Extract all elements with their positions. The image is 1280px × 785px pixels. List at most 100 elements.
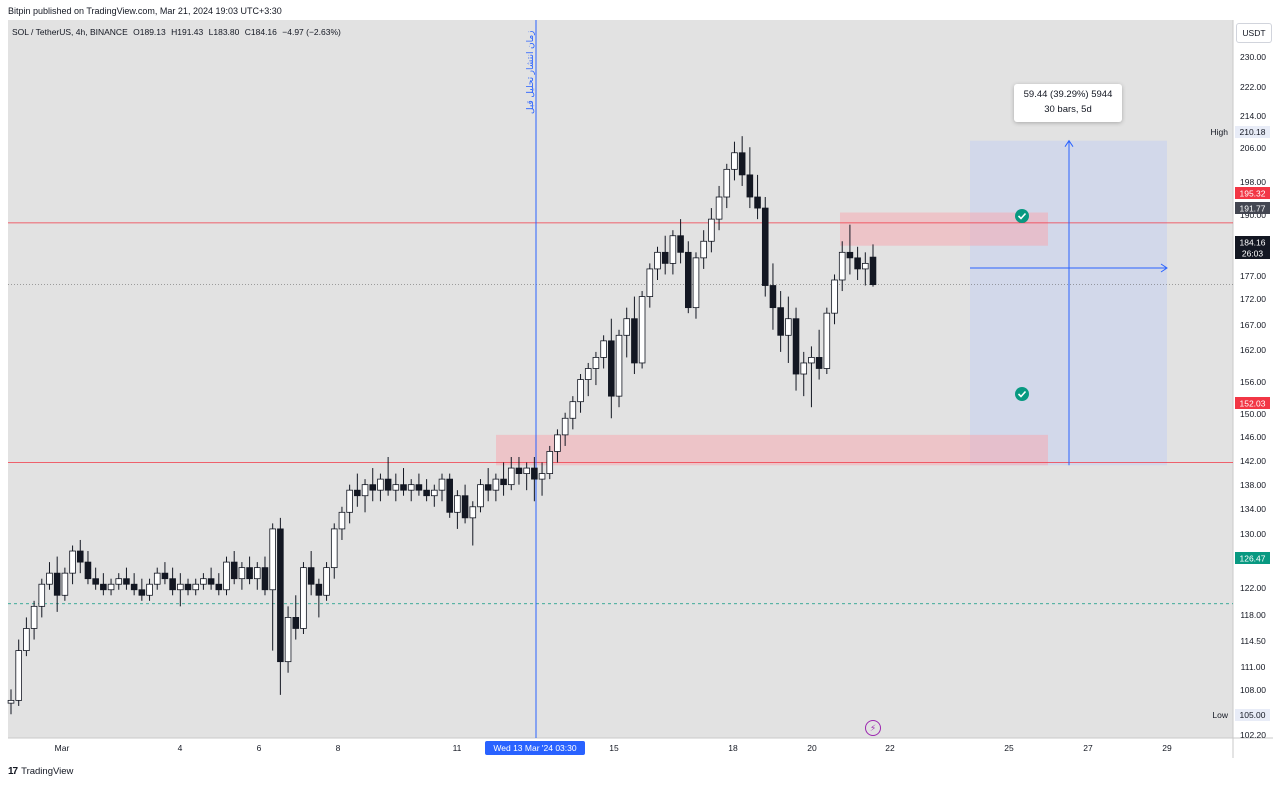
candle-body — [315, 583, 323, 596]
candle-body — [838, 251, 846, 281]
candle-body — [177, 583, 184, 591]
candle-body — [507, 467, 515, 486]
price-tag — [1235, 247, 1270, 259]
candle-body — [146, 583, 153, 596]
candle-body — [46, 572, 53, 585]
candle-body — [808, 357, 815, 364]
measure-arrow-head-right — [1160, 263, 1168, 273]
candle-body — [369, 484, 377, 491]
candle-body — [130, 583, 138, 591]
candle-body — [138, 589, 146, 596]
candle-body — [169, 578, 176, 591]
candle-body — [777, 307, 784, 336]
price-tag — [1235, 397, 1270, 409]
candle-body — [361, 484, 369, 497]
price-tick-label: 146.00 — [1240, 432, 1266, 442]
low-value: 105.00 — [1240, 710, 1266, 720]
candle-body — [223, 561, 230, 591]
candle-body — [346, 489, 353, 513]
time-tick-label: 6 — [257, 743, 262, 753]
candle-body — [708, 218, 715, 242]
candle-body — [723, 168, 731, 198]
candle-body — [608, 340, 615, 397]
candle-body — [731, 152, 738, 170]
time-cursor-chip: Wed 13 Mar '24 03:30 — [485, 741, 585, 755]
ohlc-close: C184.16 — [244, 27, 277, 37]
candle-body — [92, 578, 99, 585]
price-tick-label: 118.00 — [1240, 610, 1266, 620]
measure-line-1: 59.44 (39.29%) 5944 — [1023, 89, 1113, 100]
candle-body — [23, 628, 30, 652]
price-tick-label: 222.00 — [1240, 82, 1266, 92]
candle-body — [153, 572, 161, 585]
candle-body — [831, 279, 838, 314]
lightning-icon[interactable]: ⚡ — [865, 720, 881, 736]
candle-body — [738, 152, 746, 176]
candle-body — [600, 340, 607, 358]
candle-body — [230, 561, 238, 580]
measure-tooltip: 59.44 (39.29%) 5944 30 bars, 5d — [1014, 84, 1122, 122]
candle-body — [484, 484, 492, 491]
price-tick-label: 156.00 — [1240, 377, 1266, 387]
candle-body — [107, 583, 115, 591]
price-tick-label: 122.00 — [1240, 583, 1266, 593]
candle-body — [538, 473, 546, 480]
candle-body — [515, 467, 523, 474]
check-icon — [1015, 209, 1029, 223]
candle-body — [862, 262, 869, 270]
candle-body — [561, 417, 569, 436]
symbol-title[interactable]: SOL / TetherUS, 4h, BINANCE — [12, 27, 128, 37]
ohlc-low: L183.80 — [208, 27, 240, 37]
candle-body — [269, 528, 276, 591]
candle-body — [84, 561, 92, 580]
price-tag-text: 195.32 — [1240, 189, 1266, 199]
candle-body — [677, 235, 684, 253]
candle-body — [392, 484, 400, 491]
time-axis-pane[interactable] — [8, 738, 1273, 758]
candle-body — [638, 296, 646, 364]
time-tick-label: 8 — [336, 743, 341, 753]
candle-body — [646, 268, 654, 297]
candle-body — [292, 617, 300, 629]
ohlc-open: O189.13 — [133, 27, 166, 37]
candle-body — [669, 235, 677, 264]
candle-body — [423, 489, 430, 497]
price-tag-text: 184.16 — [1240, 238, 1266, 248]
price-axis-pane[interactable] — [1233, 20, 1273, 738]
check-icon-mark — [1017, 390, 1027, 398]
time-tick-label: 20 — [807, 743, 817, 753]
resistance-zone[interactable] — [840, 212, 1048, 246]
price-tag — [1235, 202, 1270, 214]
candle-body — [400, 484, 407, 491]
price-tick-label: 142.00 — [1240, 456, 1266, 466]
price-tick-label: 134.00 — [1240, 504, 1266, 514]
candle-body — [769, 285, 777, 309]
candle-body — [754, 196, 761, 209]
time-tick-label: 29 — [1162, 743, 1172, 753]
candle-body — [661, 251, 669, 264]
support-zone[interactable] — [496, 434, 1048, 466]
tradingview-logo[interactable]: 17 TradingView — [8, 766, 73, 777]
price-tick-label: 111.00 — [1241, 662, 1266, 672]
candle-body — [161, 572, 169, 580]
currency-button[interactable]: USDT — [1236, 23, 1272, 43]
candle-body — [615, 334, 623, 397]
candle-body — [215, 583, 223, 591]
tv-brand-text: TradingView — [21, 766, 74, 777]
symbol-legend[interactable]: SOL / TetherUS, 4h, BINANCE O189.13 H191… — [12, 27, 344, 37]
price-tag — [1235, 552, 1270, 564]
candle-body — [300, 567, 307, 629]
price-tag — [1235, 236, 1270, 248]
candle-body — [246, 567, 253, 580]
candle-body — [7, 699, 15, 704]
candle-body — [307, 567, 315, 585]
price-tick-label: 214.00 — [1240, 111, 1266, 121]
price-tick-label: 130.00 — [1240, 529, 1266, 539]
price-tick-label: 138.00 — [1240, 480, 1266, 490]
price-tick-label: 177.00 — [1240, 271, 1266, 281]
measure-line-2: 30 bars, 5d — [1044, 104, 1092, 115]
candle-body — [869, 256, 877, 286]
candle-body — [800, 362, 808, 375]
time-tick-label: 25 — [1004, 743, 1014, 753]
